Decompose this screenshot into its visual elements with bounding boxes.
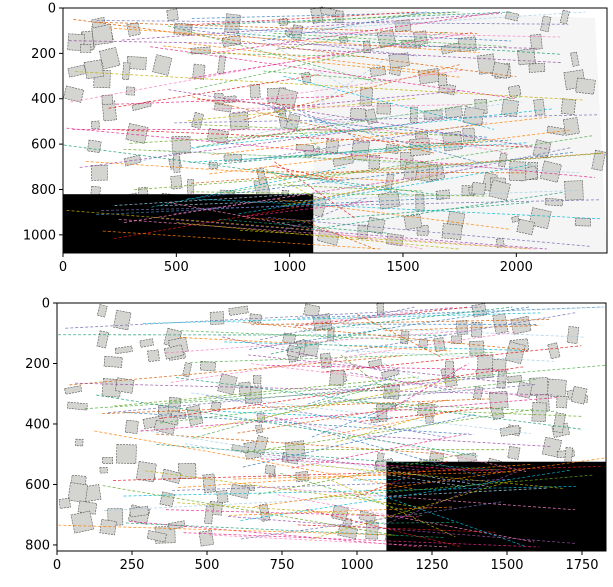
- building: [87, 140, 101, 153]
- building: [395, 20, 411, 32]
- building: [410, 107, 417, 122]
- building: [366, 522, 379, 539]
- building: [210, 312, 224, 325]
- x-tick-label: 500: [164, 260, 189, 275]
- building: [377, 303, 384, 314]
- x-tick-label: 0: [59, 260, 67, 275]
- building: [287, 345, 301, 358]
- building: [100, 467, 108, 473]
- x-tick-label: 250: [120, 558, 145, 573]
- building: [75, 439, 83, 446]
- building: [561, 99, 576, 115]
- building: [496, 238, 504, 247]
- building: [442, 223, 462, 239]
- building: [532, 402, 547, 421]
- building: [563, 117, 579, 135]
- building: [556, 396, 567, 408]
- building: [171, 176, 182, 190]
- building: [529, 63, 545, 72]
- building: [167, 9, 179, 21]
- x-tick-label: 500: [195, 558, 220, 573]
- building: [136, 461, 156, 482]
- building: [102, 95, 113, 104]
- building: [104, 356, 122, 367]
- x-tick-label: 1000: [273, 260, 306, 275]
- building: [330, 370, 345, 386]
- x-tick-label: 1500: [490, 558, 523, 573]
- y-tick-label: 800: [31, 183, 56, 198]
- building: [377, 103, 391, 114]
- building: [530, 378, 549, 396]
- y-tick-label: 800: [25, 538, 50, 553]
- building: [265, 465, 275, 474]
- y-tick-label: 600: [25, 478, 50, 493]
- building: [217, 490, 229, 503]
- building: [545, 198, 563, 206]
- building: [71, 511, 94, 533]
- building: [567, 326, 579, 343]
- building: [116, 444, 136, 463]
- building: [576, 78, 596, 94]
- building: [199, 530, 214, 546]
- building: [114, 310, 132, 330]
- building: [215, 93, 224, 104]
- building: [127, 22, 141, 36]
- y-tick-label: 200: [25, 357, 50, 372]
- x-tick-label: 1750: [565, 558, 598, 573]
- building: [363, 41, 370, 53]
- building: [328, 328, 335, 341]
- y-tick-label: 200: [31, 47, 56, 62]
- building: [187, 179, 193, 193]
- image-content: [63, 7, 607, 253]
- y-tick-label: 1000: [23, 228, 56, 243]
- building: [203, 474, 216, 493]
- x-tick-label: 1000: [340, 558, 373, 573]
- x-tick-label: 1500: [386, 260, 419, 275]
- building: [438, 74, 447, 85]
- building: [472, 182, 486, 194]
- building: [91, 121, 99, 129]
- building: [492, 62, 509, 79]
- building: [360, 88, 373, 106]
- y-tick-label: 600: [31, 138, 56, 153]
- x-tick-label: 2000: [500, 260, 533, 275]
- x-tick-label: 750: [270, 558, 295, 573]
- y-tick-label: 400: [25, 417, 50, 432]
- building: [463, 128, 475, 141]
- building: [125, 420, 138, 433]
- building: [250, 84, 260, 98]
- building: [84, 60, 104, 79]
- building: [102, 457, 112, 463]
- building: [517, 49, 535, 65]
- building: [209, 162, 218, 168]
- building: [68, 483, 88, 503]
- building: [173, 153, 180, 172]
- building: [253, 376, 261, 384]
- building: [204, 506, 213, 524]
- building: [419, 339, 428, 348]
- y-tick-label: 0: [42, 297, 50, 312]
- building: [91, 165, 107, 180]
- x-tick-label: 1250: [415, 558, 448, 573]
- building: [80, 45, 91, 53]
- y-tick-label: 400: [31, 92, 56, 107]
- building: [509, 162, 526, 181]
- building: [301, 72, 311, 84]
- building: [255, 425, 262, 434]
- building: [508, 85, 521, 97]
- building: [335, 11, 343, 23]
- building: [160, 492, 175, 507]
- building: [147, 350, 159, 362]
- y-tick-label: 0: [48, 2, 56, 17]
- x-tick-label: 0: [53, 558, 61, 573]
- building: [508, 446, 520, 459]
- image-content: [57, 303, 606, 551]
- building: [575, 218, 591, 226]
- building: [200, 361, 215, 371]
- building: [59, 498, 71, 508]
- building: [497, 370, 507, 388]
